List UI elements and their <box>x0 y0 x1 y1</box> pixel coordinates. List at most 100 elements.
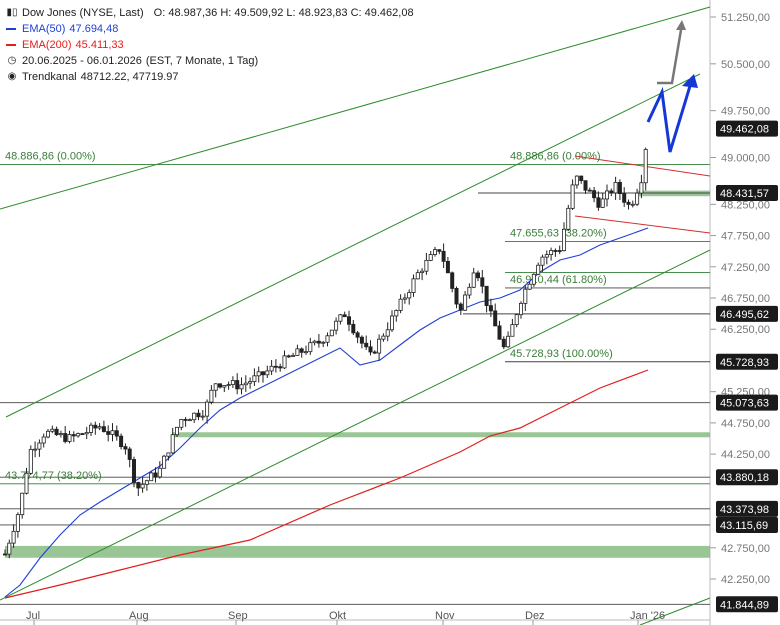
legend-channel-row[interactable]: ◉ Trendkanal 48712.22, 47719.97 <box>6 69 414 85</box>
candle-body <box>329 329 334 337</box>
candle-body <box>385 329 390 337</box>
price-tag-label: 46.495,62 <box>720 309 769 321</box>
period-range: 20.06.2025 - 06.01.2026 <box>22 55 142 67</box>
candle-body <box>230 380 235 386</box>
price-tag: 43.373,98 <box>716 500 778 517</box>
candle-body <box>174 426 179 436</box>
support-zone <box>172 432 710 438</box>
y-tick-label: 51.250,00 <box>721 12 770 24</box>
candle-body <box>217 383 222 388</box>
candle-body <box>41 436 46 444</box>
candle-body <box>106 431 111 435</box>
channel-lower-line <box>0 249 711 601</box>
candle-body <box>24 472 29 494</box>
candle-body <box>415 272 420 280</box>
candle-body <box>355 332 360 338</box>
candle-body <box>605 190 610 200</box>
candle-body <box>389 315 394 331</box>
candle-body <box>364 342 369 348</box>
candle-body <box>467 286 472 296</box>
candle-body <box>553 250 558 252</box>
candle-body <box>209 389 214 403</box>
candle-body <box>398 298 403 311</box>
price-tag: 41.844,89 <box>716 596 778 613</box>
y-tick-label: 47.750,00 <box>721 231 770 243</box>
candle-body <box>248 381 253 384</box>
x-tick-label: Okt <box>329 610 346 622</box>
candle-body <box>235 380 240 390</box>
candle-body <box>475 272 480 279</box>
candle-body <box>510 324 515 337</box>
candle-body <box>557 250 562 252</box>
candle-body <box>286 355 291 358</box>
candle-body <box>295 348 300 356</box>
price-tag: 43.115,69 <box>716 516 778 533</box>
candle-body <box>114 430 119 437</box>
candle-body <box>402 297 407 300</box>
price-tag: 49.462,08 <box>716 120 778 137</box>
candle-body <box>488 305 493 312</box>
projection-grey-arrowhead <box>676 20 686 30</box>
fib-label: 47.655,63 (38.20%) <box>510 227 607 239</box>
price-tag: 45.073,63 <box>716 394 778 411</box>
candle-body <box>346 316 351 325</box>
legend-ema50-row[interactable]: EMA(50) 47.694,48 <box>6 21 414 37</box>
candle-body <box>196 412 201 418</box>
candle-body <box>46 430 51 438</box>
candle-body <box>531 273 536 285</box>
candle-body <box>291 355 296 357</box>
price-tag-label: 43.880,18 <box>720 472 769 484</box>
ema50-swatch <box>6 28 16 30</box>
candle-body <box>166 452 171 457</box>
y-tick-label: 49.000,00 <box>721 153 770 165</box>
candle-body <box>635 192 640 205</box>
trend-channel-icon: ◉ <box>7 71 17 82</box>
candle-body <box>192 412 197 421</box>
candle-body <box>626 201 631 205</box>
candle-body <box>3 553 8 556</box>
fib-label: 48.886,86 (0.00%) <box>5 151 96 163</box>
candle-body <box>613 182 618 194</box>
candle-body <box>273 365 278 368</box>
candle-body <box>321 341 326 344</box>
fib-label: 46.910,44 (61.80%) <box>510 274 607 286</box>
price-tag: 45.728,93 <box>716 353 778 370</box>
candle-body <box>587 189 592 192</box>
candle-body <box>424 259 429 272</box>
y-tick-label: 49.750,00 <box>721 106 770 118</box>
candle-body <box>381 335 386 340</box>
candle-icon: ▮▯ <box>6 7 18 18</box>
x-tick-label: Dez <box>525 610 545 622</box>
candle-body <box>76 433 81 437</box>
candle-body <box>260 371 265 376</box>
candle-body <box>643 149 648 184</box>
candle-body <box>523 288 528 304</box>
legend-ema200-row[interactable]: EMA(200) 45.411,33 <box>6 37 414 53</box>
ema200-swatch <box>6 44 16 46</box>
candle-body <box>149 472 154 482</box>
ohlc-values: O: 48.987,36 H: 49.509,92 L: 48.923,83 C… <box>153 7 414 19</box>
fib-label: 45.728,93 (100.00%) <box>510 348 613 360</box>
y-tick-label: 46.750,00 <box>721 293 770 305</box>
candle-body <box>278 366 283 369</box>
instrument-title: Dow Jones (NYSE, Last) <box>22 7 144 19</box>
candle-body <box>519 302 524 316</box>
price-tag-bg <box>716 500 778 517</box>
candle-body <box>183 418 188 421</box>
legend-title-row: ▮▯ Dow Jones (NYSE, Last) O: 48.987,36 H… <box>6 5 414 21</box>
candle-body <box>480 277 485 287</box>
candle-body <box>514 314 519 326</box>
candle-body <box>187 419 192 422</box>
candle-body <box>37 442 42 450</box>
candle-body <box>377 338 382 354</box>
price-tag-label: 43.373,98 <box>720 504 769 516</box>
candle-body <box>239 384 244 390</box>
candle-body <box>458 303 463 311</box>
fib-label: 48.886,86 (0.00%) <box>510 151 601 163</box>
channel-label: Trendkanal <box>22 71 77 83</box>
x-tick-label: Jan '26 <box>630 610 665 622</box>
projection-blue-arrowhead <box>682 74 698 88</box>
candle-body <box>609 190 614 194</box>
